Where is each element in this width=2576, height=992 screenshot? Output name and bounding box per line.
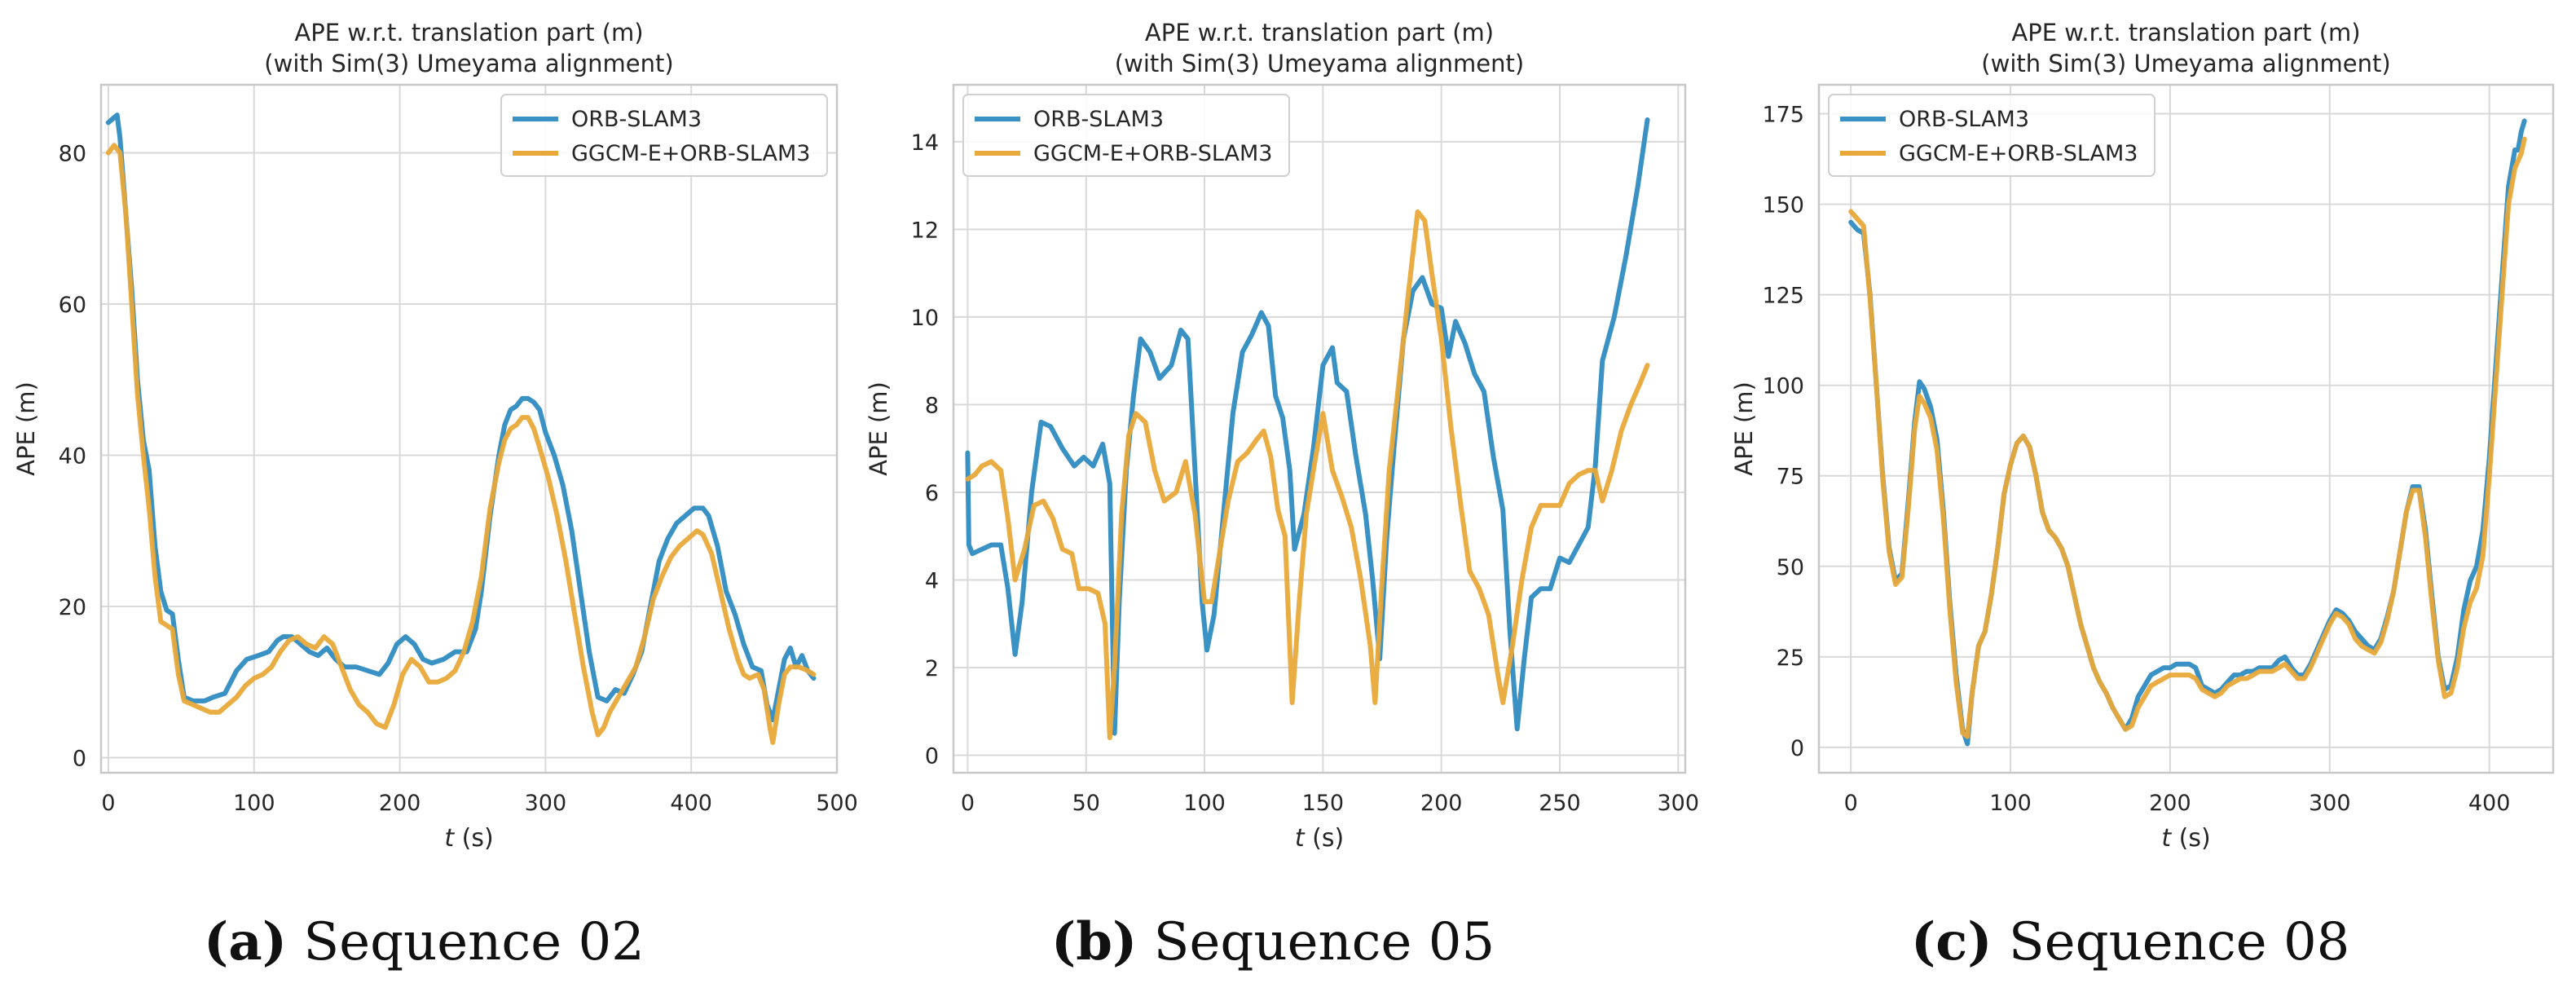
- chart-subtitle: (with Sim(3) Umeyama alignment): [1981, 50, 2390, 77]
- x-tick-label: 100: [1183, 791, 1226, 816]
- plot-frame: [99, 83, 839, 774]
- x-tick-label: 0: [1844, 791, 1858, 816]
- y-tick-label: 125: [1762, 284, 1804, 309]
- series-line-orb-slam3: [965, 117, 1650, 736]
- series-line-ggcm-e-orb-slam3: [965, 209, 1650, 740]
- x-tick-label: 200: [379, 791, 421, 816]
- x-tick-label: 400: [2468, 791, 2511, 816]
- legend-box: [962, 94, 1290, 177]
- series-line-ggcm-e-orb-slam3: [105, 143, 817, 745]
- caption-a-tag: (a): [204, 911, 288, 972]
- x-tick-label: 250: [1539, 791, 1581, 816]
- y-tick-label: 175: [1762, 103, 1804, 128]
- chart-panel-2: 0 100 200 300 400 0 25 50 75 100 125 150 175 APE w.r.…: [1730, 19, 2555, 853]
- y-tick-label: 100: [1762, 374, 1804, 399]
- chart-title: APE w.r.t. translation part (m): [294, 19, 643, 46]
- caption-a: (a) Sequence 02: [204, 911, 645, 972]
- x-tick-label: 0: [101, 791, 115, 816]
- plot-frame: [1817, 83, 2555, 774]
- y-tick-label: 8: [925, 393, 939, 418]
- chart-title: APE w.r.t. translation part (m): [1145, 19, 1494, 46]
- legend-label: GGCM-E+ORB-SLAM3: [1899, 141, 2138, 166]
- legend-label: ORB-SLAM3: [571, 107, 702, 132]
- y-tick-label: 14: [911, 130, 939, 156]
- legend: ORB-SLAM3 GGCM-E+ORB-SLAM3: [1828, 94, 2155, 177]
- y-tick-label: 20: [59, 595, 86, 620]
- x-tick-label: 100: [233, 791, 275, 816]
- chart-panel-1: 0 50 100 150 200 250 300 0 2 4 6 8 10 12 14 APE w.r.t. …: [865, 19, 1699, 853]
- x-tick-label: 0: [961, 791, 975, 816]
- legend-box: [500, 94, 828, 177]
- y-tick-label: 75: [1777, 465, 1804, 490]
- caption-b-text: Sequence 05: [1153, 912, 1495, 972]
- y-tick-label: 80: [59, 141, 86, 166]
- caption-c-tag: (c): [1911, 911, 1993, 972]
- x-axis-label: t (s): [444, 824, 493, 853]
- chart-subtitle: (with Sim(3) Umeyama alignment): [1115, 50, 1524, 77]
- y-tick-label: 6: [925, 481, 939, 506]
- x-axis-label-unit: (s): [2179, 824, 2211, 853]
- x-tick-label: 50: [1072, 791, 1100, 816]
- caption-b-tag: (b): [1051, 911, 1138, 972]
- x-tick-label: 300: [2309, 791, 2351, 816]
- x-tick-label: 150: [1302, 791, 1345, 816]
- chart-title: APE w.r.t. translation part (m): [2011, 19, 2360, 46]
- x-tick-label: 500: [816, 791, 858, 816]
- y-axis-label: APE (m): [1730, 381, 1758, 476]
- plot-frame: [952, 83, 1687, 774]
- x-axis-label-var: t: [2161, 824, 2178, 853]
- y-tick-label: 0: [925, 743, 939, 769]
- y-tick-label: 10: [911, 306, 939, 331]
- legend-box: [1828, 94, 2155, 177]
- y-tick-label: 40: [59, 443, 86, 469]
- series-line-orb-slam3: [105, 112, 817, 723]
- series-line-ggcm-e-orb-slam3: [1848, 136, 2527, 739]
- y-tick-label: 25: [1777, 646, 1804, 671]
- caption-b: (b) Sequence 05: [1051, 911, 1495, 972]
- x-tick-label: 200: [2149, 791, 2191, 816]
- x-axis-label-var: t: [1295, 824, 1312, 853]
- x-axis-label: t (s): [2161, 824, 2210, 853]
- x-tick-label: 300: [1658, 791, 1700, 816]
- legend-label: GGCM-E+ORB-SLAM3: [571, 141, 810, 166]
- chart-panel-0: 0 100 200 300 400 500 0 20 40 60 80 APE w.r.t. tran…: [12, 19, 858, 853]
- legend-label: ORB-SLAM3: [1899, 107, 2029, 132]
- legend-label: GGCM-E+ORB-SLAM3: [1033, 141, 1272, 166]
- y-tick-label: 4: [925, 568, 939, 593]
- x-tick-label: 400: [670, 791, 712, 816]
- x-axis-label: t (s): [1295, 824, 1344, 853]
- caption-c-text: Sequence 08: [2008, 912, 2350, 972]
- chart-subtitle: (with Sim(3) Umeyama alignment): [264, 50, 673, 77]
- y-tick-label: 60: [59, 293, 86, 318]
- y-tick-label: 0: [73, 746, 86, 771]
- x-tick-label: 100: [1989, 791, 2032, 816]
- x-axis-label-unit: (s): [1312, 824, 1344, 853]
- x-axis-label-unit: (s): [462, 824, 494, 853]
- caption-a-text: Sequence 02: [303, 912, 645, 972]
- legend: ORB-SLAM3 GGCM-E+ORB-SLAM3: [962, 94, 1290, 177]
- legend-label: ORB-SLAM3: [1033, 107, 1164, 132]
- y-tick-label: 0: [1790, 736, 1804, 761]
- x-axis-label-var: t: [444, 824, 461, 853]
- y-axis-label: APE (m): [12, 381, 40, 476]
- x-tick-label: 200: [1420, 791, 1463, 816]
- legend: ORB-SLAM3 GGCM-E+ORB-SLAM3: [500, 94, 828, 177]
- y-tick-label: 2: [925, 656, 939, 681]
- y-tick-label: 150: [1762, 193, 1804, 218]
- caption-c: (c) Sequence 08: [1911, 911, 2349, 972]
- x-tick-label: 300: [525, 791, 567, 816]
- y-tick-label: 50: [1777, 555, 1804, 580]
- y-tick-label: 12: [911, 218, 939, 243]
- y-axis-label: APE (m): [865, 381, 892, 476]
